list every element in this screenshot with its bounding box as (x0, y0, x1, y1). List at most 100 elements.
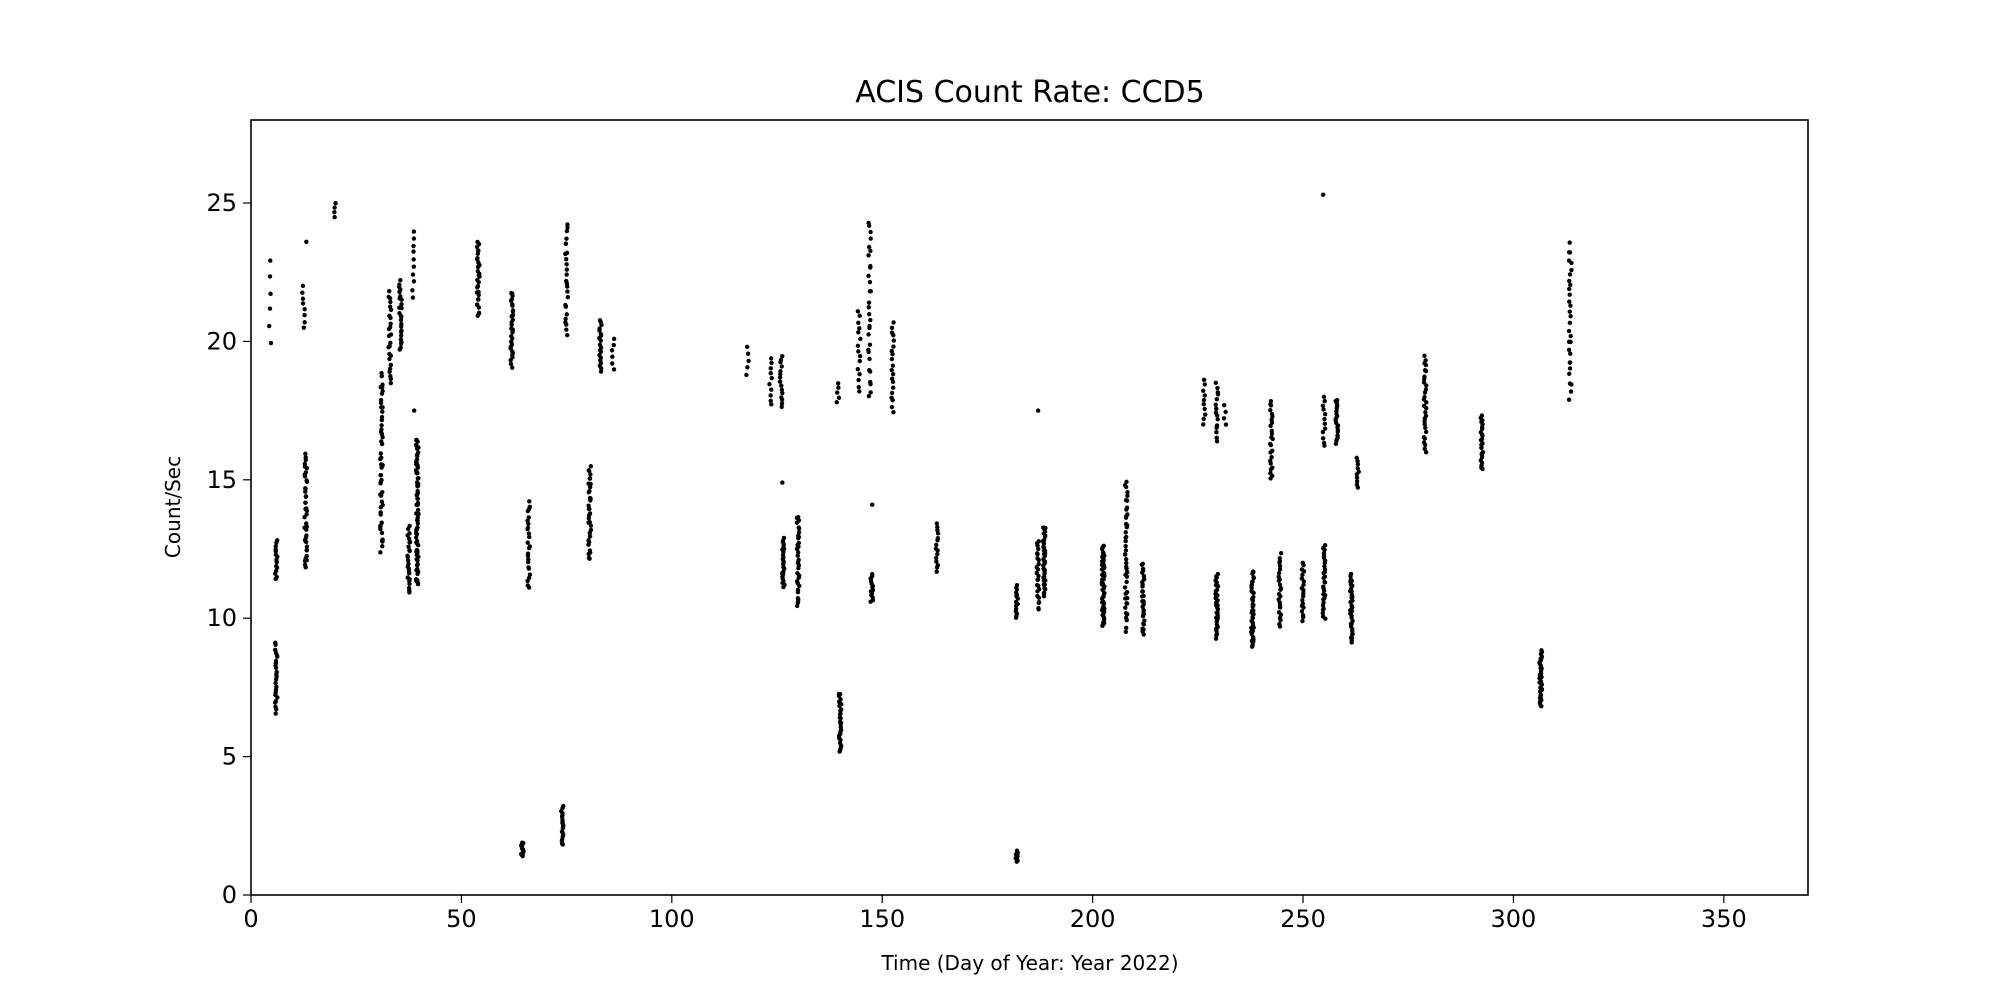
data-point (769, 387, 774, 392)
data-point (1277, 582, 1283, 588)
data-point (333, 200, 338, 206)
data-point (1423, 429, 1429, 435)
data-point (380, 544, 385, 549)
data-point (1141, 608, 1146, 613)
data-point (273, 680, 278, 686)
y-axis-label: Count/Sec (161, 456, 185, 558)
data-point (610, 361, 615, 366)
data-point (302, 306, 307, 312)
data-point (1424, 383, 1429, 388)
data-point (398, 317, 404, 323)
data-point (303, 455, 308, 460)
data-point (1201, 401, 1206, 407)
data-point (303, 486, 308, 491)
data-point (1270, 465, 1275, 470)
data-point (379, 538, 385, 543)
data-point (1122, 483, 1128, 488)
plot-area-frame (250, 119, 1809, 896)
data-point (1268, 441, 1273, 447)
data-point (588, 464, 594, 469)
data-point (1042, 585, 1047, 591)
data-point (510, 313, 516, 318)
data-point (1566, 258, 1572, 263)
data-point (526, 515, 531, 520)
data-point (1200, 388, 1206, 393)
data-point (1202, 382, 1208, 387)
data-point (414, 437, 419, 443)
data-point (397, 282, 402, 287)
data-point (303, 500, 308, 505)
data-point (1268, 407, 1273, 413)
data-point (837, 715, 842, 720)
data-point (1321, 592, 1326, 597)
data-point (387, 313, 392, 319)
data-point (303, 521, 309, 526)
data-point (379, 455, 384, 460)
data-point (1102, 591, 1107, 596)
data-point (868, 317, 873, 323)
data-point (564, 327, 569, 332)
data-point (1300, 613, 1306, 618)
data-point (610, 354, 615, 359)
data-point (1356, 469, 1361, 474)
data-point (1035, 577, 1041, 582)
data-point (586, 538, 591, 543)
data-point (1539, 648, 1544, 653)
data-point (561, 803, 566, 809)
data-point (416, 450, 421, 455)
data-point (1268, 471, 1273, 476)
data-point (598, 369, 604, 374)
data-point (1034, 570, 1039, 576)
data-point (781, 535, 787, 541)
data-point (1214, 429, 1219, 435)
data-point (769, 402, 774, 407)
data-point (476, 289, 481, 295)
data-point (796, 557, 801, 563)
data-point (1568, 333, 1573, 339)
data-point (399, 328, 404, 333)
data-point (475, 268, 481, 274)
data-point (1354, 482, 1360, 487)
data-point (1567, 309, 1572, 314)
data-point (1125, 493, 1130, 499)
data-point (387, 304, 393, 309)
data-point (1124, 523, 1130, 528)
data-point (857, 372, 862, 377)
data-point (866, 220, 871, 226)
data-point (268, 291, 273, 297)
data-point (1223, 422, 1229, 427)
data-point (398, 294, 403, 299)
data-point (1348, 571, 1354, 577)
data-point (1300, 572, 1305, 578)
data-point (388, 373, 393, 379)
data-point (415, 490, 420, 496)
data-point (780, 480, 785, 485)
data-point (527, 544, 533, 549)
data-point (1567, 360, 1573, 365)
data-point (866, 332, 871, 337)
data-point (398, 345, 403, 350)
data-point (1567, 278, 1572, 284)
data-point (1124, 589, 1130, 595)
data-point (1014, 583, 1020, 588)
data-point (387, 356, 392, 362)
data-point (870, 502, 875, 507)
data-point (1214, 439, 1220, 444)
data-point (745, 351, 751, 356)
data-point (1214, 622, 1220, 628)
data-point (744, 372, 749, 378)
data-point (1123, 530, 1128, 535)
data-point (1568, 351, 1573, 356)
data-point (1567, 381, 1573, 386)
data-point (779, 401, 785, 406)
data-point (1322, 564, 1327, 569)
data-point (1014, 848, 1020, 853)
data-point (866, 273, 871, 278)
data-point (300, 283, 306, 289)
data-point (1213, 410, 1219, 415)
data-point (411, 249, 416, 254)
data-point (1215, 417, 1220, 422)
data-point (1041, 574, 1047, 580)
data-point (1567, 292, 1572, 297)
data-point (378, 479, 383, 485)
